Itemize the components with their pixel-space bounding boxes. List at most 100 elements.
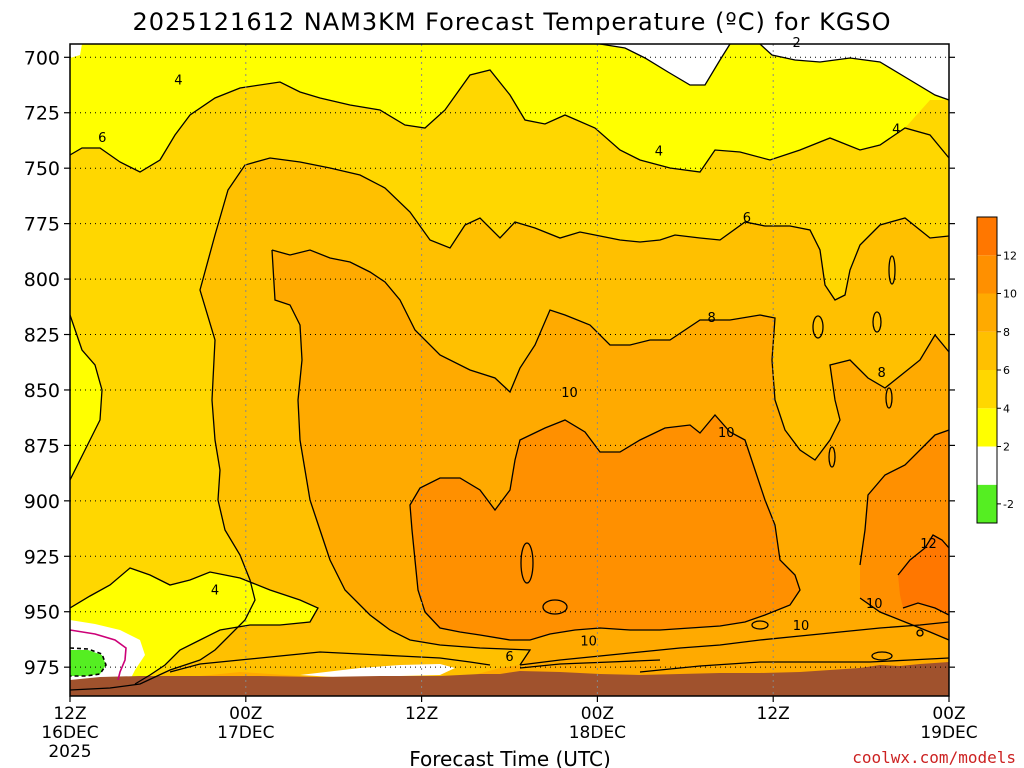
filled-regions — [70, 44, 949, 696]
region-orange-12-plus — [898, 535, 949, 615]
contour-island-1 — [520, 542, 534, 584]
colorbar-label: 6 — [1003, 364, 1010, 377]
colorbar-swatch — [977, 370, 997, 409]
contour-island-9 — [916, 629, 924, 637]
plot-frame — [69, 43, 950, 697]
region-orange-10-12 — [410, 415, 800, 640]
contour-label: 6 — [743, 211, 751, 226]
y-tick-label: 825 — [24, 325, 60, 347]
contour-line-8 — [271, 249, 949, 461]
contour-island-10 — [871, 651, 893, 661]
colorbar-label: 8 — [1003, 326, 1010, 339]
contour-label: 4 — [174, 73, 182, 88]
contour-label: 12 — [920, 537, 937, 552]
contour-label: 10 — [561, 386, 578, 401]
colorbar-swatch — [977, 446, 997, 485]
y-tick-label: 800 — [24, 269, 60, 291]
x-tick-label: 00Z — [229, 704, 262, 724]
colorbar-swatch — [977, 217, 997, 256]
x-tick-label: 00Z — [581, 704, 614, 724]
region-white-0-2-top — [600, 44, 730, 85]
y-tick-label: 900 — [24, 491, 60, 513]
contour-line-4-left — [70, 314, 103, 481]
x-tick-label: 12Z — [757, 704, 790, 724]
y-tick-label: 875 — [24, 435, 60, 457]
x-tick-label: 12Z — [53, 704, 86, 724]
y-tick-label: 700 — [24, 47, 60, 69]
x-tick-label: 00Z — [932, 704, 965, 724]
x-tick-label: 12Z — [405, 704, 438, 724]
watermark: coolwx.com/models — [852, 748, 1016, 767]
contour-line-6 — [70, 157, 949, 691]
y-tick-label: 950 — [24, 602, 60, 624]
contour-island-5 — [888, 255, 896, 285]
contour-line-bottom-b — [519, 659, 661, 669]
contour-island-4 — [872, 311, 882, 333]
colorbar-swatch — [977, 293, 997, 332]
freezing-line-minus2 — [70, 647, 107, 677]
contour-labels: 4 6 4 4 6 8 8 10 10 4 12 10 10 10 6 2 — [98, 36, 937, 665]
contour-label: 4 — [892, 122, 900, 137]
colorbar-label: -2 — [1003, 498, 1014, 511]
x-tick-date: 16DEC — [41, 723, 98, 743]
contour-label: 8 — [708, 311, 716, 326]
y-tick-label: 750 — [24, 158, 60, 180]
contour-island-6 — [885, 387, 893, 409]
contour-label: 10 — [580, 635, 597, 650]
colorbar-swatch — [977, 255, 997, 294]
colorbar-label: 4 — [1003, 402, 1010, 415]
contour-line-6-bottom — [169, 651, 491, 673]
region-green-below-0 — [70, 650, 106, 676]
contour-label: 10 — [718, 426, 735, 441]
contour-line-2-top-right — [759, 44, 949, 101]
region-white-0-2-top-right — [760, 44, 949, 100]
contour-line-12-bottom — [902, 602, 949, 616]
chart-title: 2025121612 NAM3KM Forecast Temperature (… — [132, 8, 891, 36]
x-axis-label: Forecast Time (UTC) — [409, 747, 611, 768]
contour-label: 6 — [98, 131, 106, 146]
contour-line-10-right — [859, 429, 949, 566]
contour-label: 10 — [866, 597, 883, 612]
y-tick-label: 925 — [24, 546, 60, 568]
contour-line-12 — [897, 534, 949, 576]
x-tick-date: 19DEC — [920, 723, 977, 743]
contour-line-8-bottom — [519, 621, 949, 666]
colorbar-swatch — [977, 331, 997, 370]
contour-line-8-left — [271, 249, 532, 666]
freezing-contours — [70, 629, 127, 681]
colorbar-label: 12 — [1003, 249, 1017, 262]
colorbar: -2 2 4 6 8 10 12 — [976, 216, 1017, 524]
x-tick-year: 2025 — [48, 742, 91, 762]
y-tick-label: 775 — [24, 214, 60, 236]
contour-line-4-top — [70, 69, 949, 173]
region-yellow-2-4-top — [70, 44, 949, 172]
region-white-0-2-bottom-mid — [300, 664, 455, 678]
colorbar-swatch — [977, 484, 997, 523]
contour-line-bottom-a — [639, 657, 949, 673]
region-yellow-2-4-left — [70, 315, 102, 480]
grid-lines — [70, 44, 949, 696]
contour-label: 10 — [793, 619, 810, 634]
contour-line-10 — [409, 414, 801, 641]
contour-label: 6 — [505, 650, 513, 665]
contour-island-2 — [542, 599, 568, 615]
contour-line-2-top — [599, 44, 731, 86]
region-white-0-2-top-left — [70, 44, 82, 58]
colorbar-frame — [976, 216, 998, 524]
contour-label: 4 — [211, 584, 219, 599]
colorbar-label: 2 — [1003, 441, 1010, 454]
contour-island-7 — [828, 446, 836, 468]
contour-line-4-bottom-left — [70, 567, 319, 685]
y-axis: 700 725 750 775 800 825 850 875 900 925 950 975 — [24, 47, 955, 679]
freezing-line-0 — [70, 629, 127, 681]
y-tick-label: 725 — [24, 103, 60, 125]
contour-lines — [70, 44, 949, 691]
contour-island-3 — [812, 315, 824, 339]
colorbar-swatch — [977, 408, 997, 447]
contour-label: 4 — [655, 144, 663, 159]
contour-label: 8 — [877, 366, 885, 381]
y-tick-label: 975 — [24, 657, 60, 679]
x-tick-date: 17DEC — [217, 723, 274, 743]
